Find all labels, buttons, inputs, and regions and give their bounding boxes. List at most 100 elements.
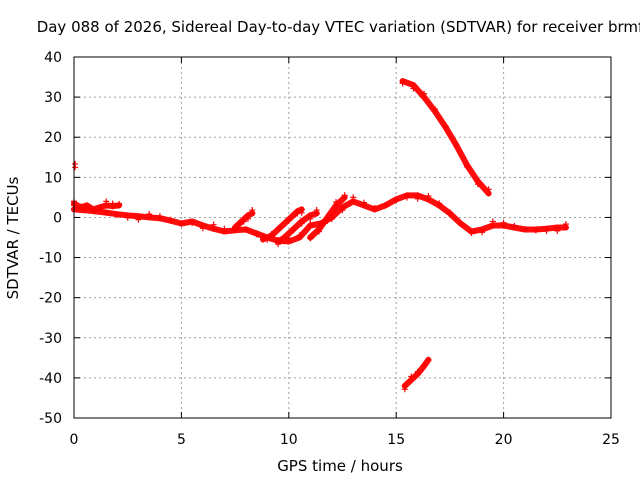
data-point-jitter bbox=[109, 200, 116, 207]
data-point-jitter bbox=[425, 357, 432, 364]
data-point-jitter bbox=[543, 227, 550, 234]
data-point-jitter bbox=[249, 207, 256, 214]
data-point-jitter bbox=[408, 373, 415, 380]
y-tick-label: 0 bbox=[53, 210, 62, 226]
data-point-jitter bbox=[307, 235, 314, 242]
data-point-jitter bbox=[242, 226, 249, 233]
data-point-jitter bbox=[522, 226, 529, 233]
data-point-jitter bbox=[135, 216, 142, 223]
data-point-jitter bbox=[421, 361, 428, 368]
x-tick-label: 10 bbox=[280, 432, 298, 448]
data-point-jitter bbox=[500, 219, 507, 226]
data-point-jitter bbox=[410, 85, 417, 92]
data-point-jitter bbox=[113, 212, 120, 219]
data-point-jitter bbox=[116, 200, 123, 207]
data-point-jitter bbox=[221, 225, 228, 232]
y-tick-label: -10 bbox=[39, 251, 62, 267]
series-trace-9-10b bbox=[275, 207, 320, 245]
data-point-jitter bbox=[240, 218, 247, 225]
y-tick-label: 40 bbox=[44, 50, 62, 66]
data-point-jitter bbox=[457, 220, 464, 227]
data-point-jitter bbox=[401, 386, 408, 393]
y-tick-label: -20 bbox=[39, 291, 62, 307]
data-point-jitter bbox=[436, 200, 443, 207]
x-tick-label: 25 bbox=[602, 432, 620, 448]
data-point-jitter bbox=[382, 202, 389, 209]
data-point-jitter bbox=[350, 194, 357, 201]
series-trace-11-13 bbox=[307, 192, 348, 242]
y-axis-ticks: -50 -40 -30 -20 -10 0 10 20 30 40 bbox=[39, 50, 611, 427]
data-point-jitter bbox=[532, 227, 539, 234]
data-point-jitter bbox=[285, 217, 292, 224]
data-point-jitter bbox=[236, 221, 243, 228]
data-point-jitter bbox=[341, 192, 348, 199]
y-tick-label: 10 bbox=[44, 170, 62, 186]
x-tick-label: 15 bbox=[387, 432, 405, 448]
data-point-jitter bbox=[464, 163, 471, 170]
data-point-jitter bbox=[446, 209, 453, 216]
data-point-jitter bbox=[474, 181, 481, 188]
data-point-jitter bbox=[298, 220, 305, 227]
y-tick-label: 20 bbox=[44, 130, 62, 146]
data-point-jitter bbox=[232, 224, 239, 231]
data-point-jitter bbox=[290, 227, 297, 234]
data-point-jitter bbox=[72, 160, 79, 167]
data-point-jitter bbox=[281, 234, 288, 241]
data-point-jitter bbox=[431, 105, 438, 112]
series-trace-9-10 bbox=[260, 206, 305, 243]
grid-lines bbox=[74, 57, 611, 418]
data-point-jitter bbox=[210, 221, 217, 228]
series-low-outlier bbox=[401, 356, 432, 393]
data-point-jitter bbox=[511, 222, 518, 229]
data-point-jitter bbox=[90, 207, 97, 214]
data-point-jitter bbox=[399, 80, 406, 87]
data-point-jitter bbox=[414, 368, 421, 375]
data-point-jitter bbox=[77, 203, 84, 210]
x-axis-ticks: 0 5 10 15 20 25 bbox=[70, 57, 620, 448]
data-point-jitter bbox=[403, 194, 410, 201]
data-point-jitter bbox=[275, 236, 282, 243]
data-point-jitter bbox=[189, 219, 196, 226]
data-point-jitter bbox=[489, 218, 496, 225]
data-point-jitter bbox=[298, 209, 305, 216]
data-point-jitter bbox=[83, 202, 90, 209]
chart-title: Day 088 of 2026, Sidereal Day-to-day VTE… bbox=[37, 18, 640, 36]
x-tick-label: 0 bbox=[70, 432, 79, 448]
y-tick-label: -30 bbox=[39, 331, 62, 347]
series-isolated-point bbox=[72, 160, 79, 171]
data-point-jitter bbox=[339, 207, 346, 214]
data-point-jitter bbox=[146, 211, 153, 218]
data-point-jitter bbox=[103, 198, 110, 205]
series-descending-arc bbox=[399, 78, 492, 197]
data-point-jitter bbox=[253, 231, 260, 238]
y-tick-label: -50 bbox=[39, 411, 62, 427]
data-point-jitter bbox=[296, 232, 303, 239]
data-point-jitter bbox=[562, 221, 569, 228]
data-point-jitter bbox=[307, 215, 314, 222]
data-point-jitter bbox=[294, 210, 301, 217]
data-points bbox=[71, 78, 569, 393]
data-point-jitter bbox=[315, 228, 322, 235]
y-axis-label: SDTVAR / TECUs bbox=[4, 176, 22, 299]
x-axis-label: GPS time / hours bbox=[277, 457, 403, 475]
data-point-jitter bbox=[393, 197, 400, 204]
data-point-jitter bbox=[324, 217, 331, 224]
data-point-jitter bbox=[307, 221, 314, 228]
data-point-jitter bbox=[442, 123, 449, 130]
x-tick-label: 20 bbox=[495, 432, 513, 448]
data-point-jitter bbox=[333, 199, 340, 206]
y-tick-label: -40 bbox=[39, 371, 62, 387]
data-point-jitter bbox=[479, 229, 486, 236]
data-point-jitter bbox=[167, 216, 174, 223]
data-point-jitter bbox=[414, 195, 421, 202]
y-tick-label: 30 bbox=[44, 90, 62, 106]
data-point-jitter bbox=[485, 186, 492, 193]
plot-frame bbox=[73, 56, 612, 419]
x-tick-label: 5 bbox=[177, 432, 186, 448]
data-point-jitter bbox=[96, 207, 103, 214]
data-point-jitter bbox=[468, 230, 475, 237]
data-point-jitter bbox=[199, 225, 206, 232]
data-point-jitter bbox=[453, 142, 460, 149]
data-point-jitter bbox=[244, 215, 251, 222]
